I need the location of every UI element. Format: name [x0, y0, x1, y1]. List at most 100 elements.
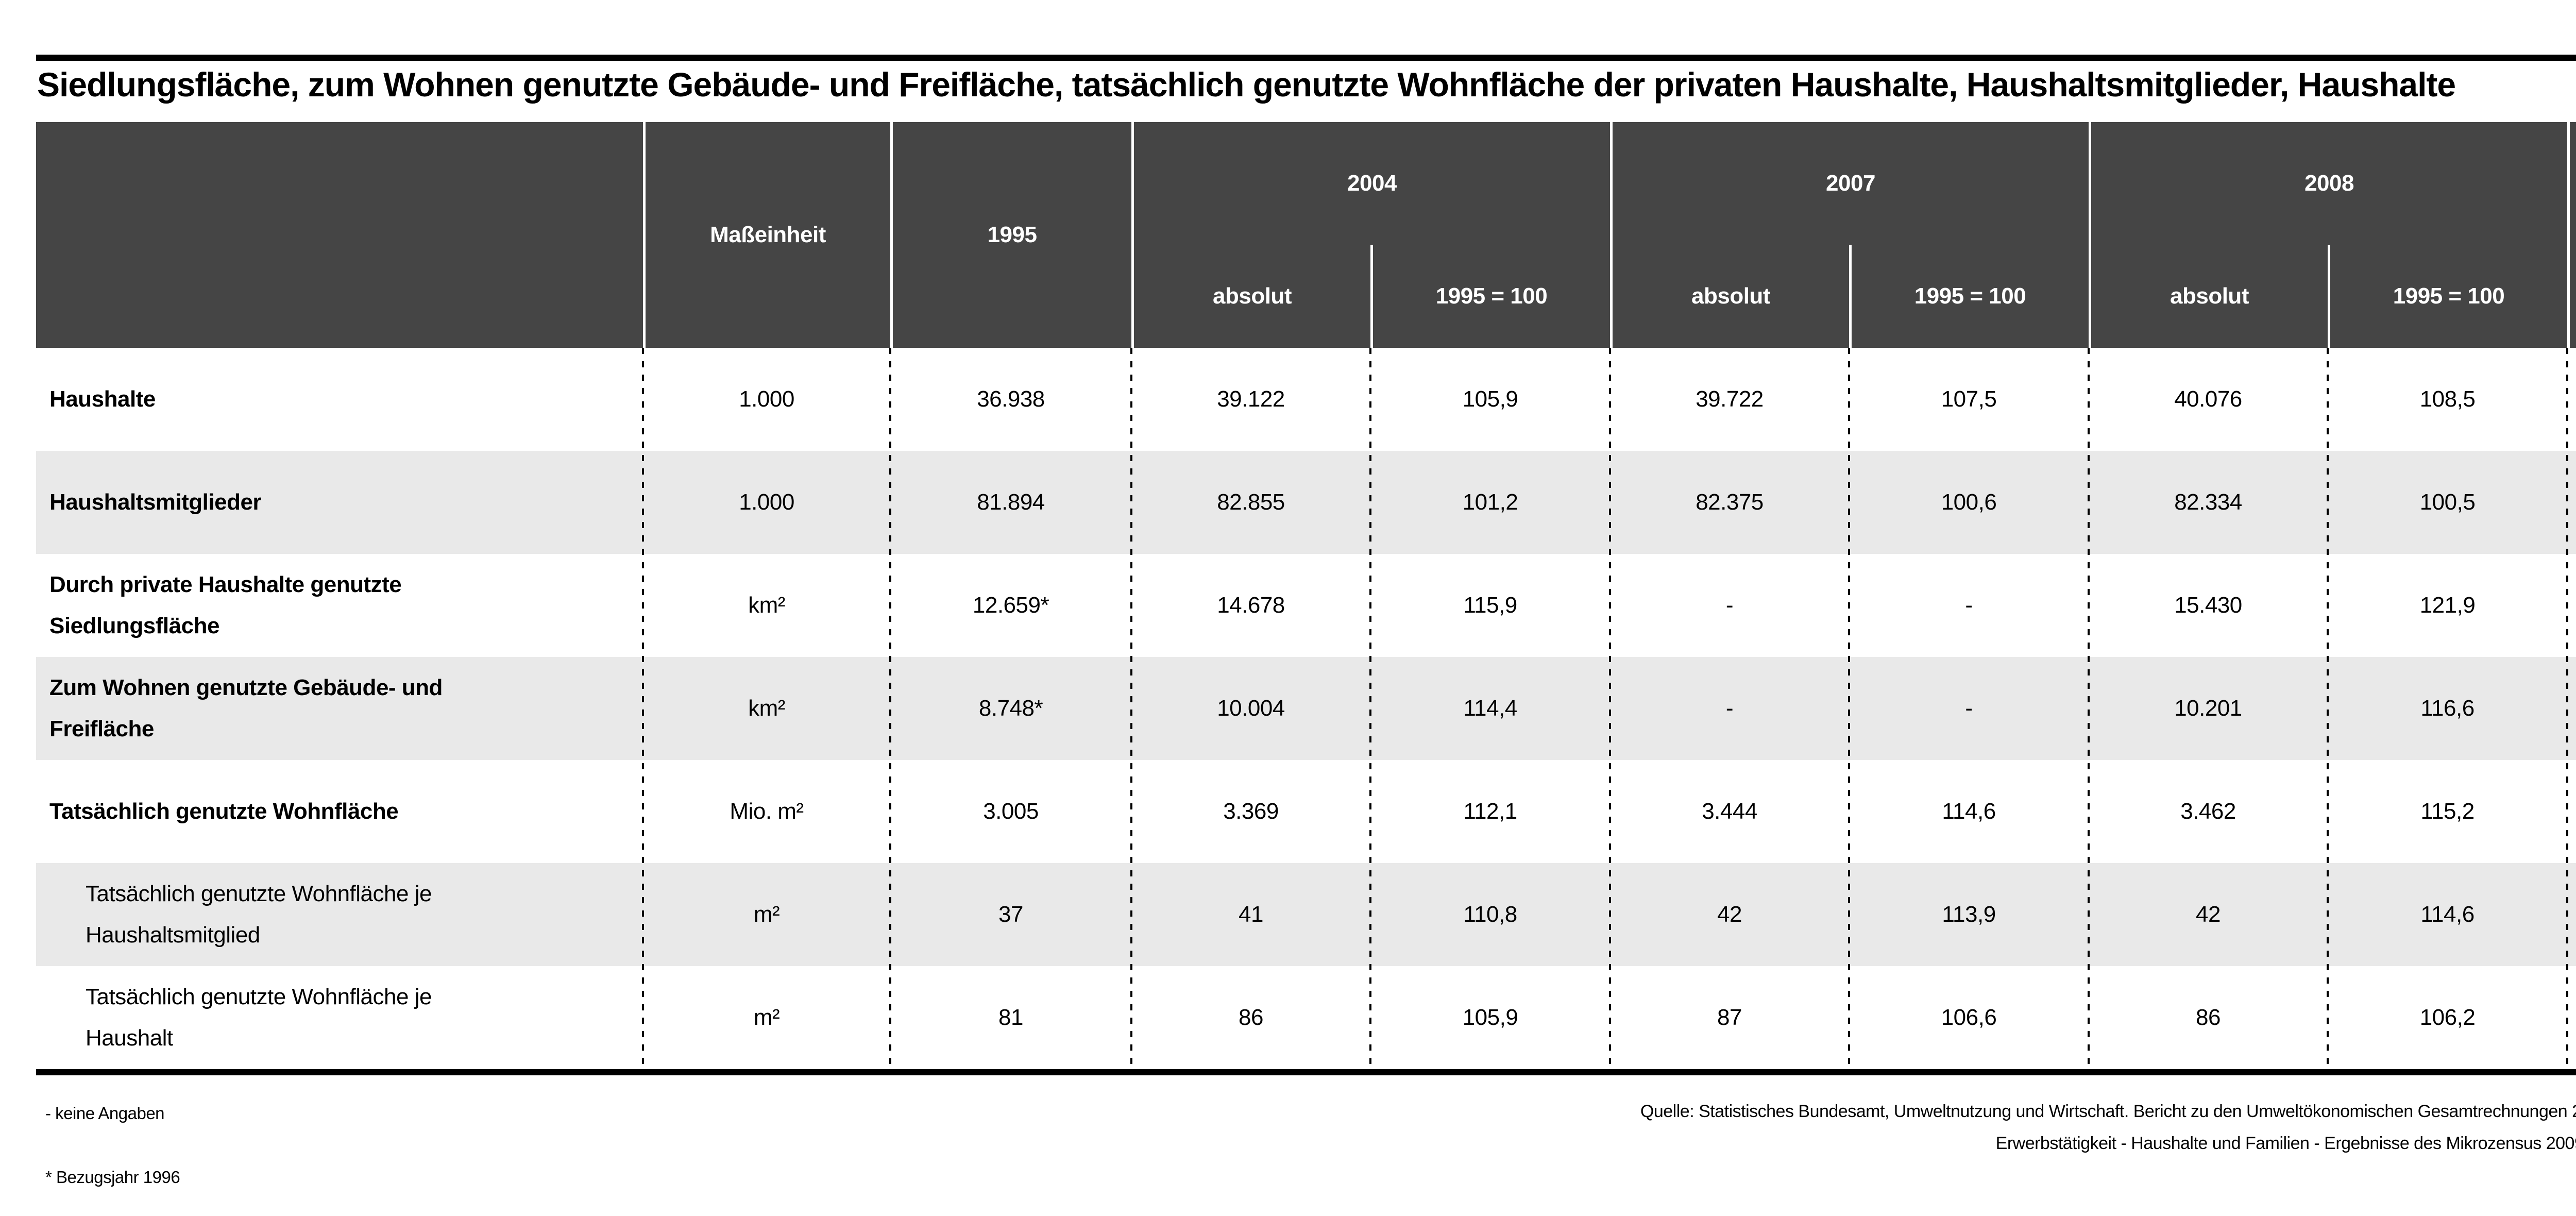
table-cell: m² — [753, 1005, 780, 1030]
table-cell: 3.369 — [1223, 799, 1279, 824]
source-line-1: Quelle: Statistisches Bundesamt, Umweltn… — [1640, 1102, 2576, 1121]
header-year-2009: 2009 — [2567, 122, 2576, 245]
table-row: Tatsächlich genutzte Wohnfläche je Hausha… — [36, 863, 2576, 966]
header-rowlabel-cell — [36, 122, 643, 348]
table-cell: - — [2567, 657, 2576, 760]
row-label: Haushalte — [36, 348, 643, 451]
table-cell: 115,2 — [2420, 799, 2475, 824]
table-body: Haushalte 1.000 36.938 39.122 105,9 39.722 107… — [36, 348, 2576, 1069]
row-label-line: Haushalte — [49, 386, 156, 412]
table-cell: 1.000 — [739, 386, 794, 412]
header-sub-absolut: absolut — [2089, 245, 2328, 348]
table-cell: 39.722 — [1696, 386, 1764, 412]
table-cell: 121,9 — [2419, 593, 2476, 618]
row-label-line: Haushaltsmitglieder — [49, 489, 262, 515]
table-cell: 114,4 — [1463, 696, 1517, 721]
table-cell: m² — [753, 902, 780, 927]
table-row: Haushalte 1.000 36.938 39.122 105,9 39.722 107… — [36, 348, 2576, 451]
footnote-base-year: * Bezugsjahr 1996 — [45, 1168, 180, 1187]
row-label: Zum Wohnen genutzte Gebäude- und Freifläc… — [36, 657, 643, 760]
table-cell: 3.462 — [2180, 799, 2236, 824]
row-label: Tatsächlich genutzte Wohnfläche je Hausha… — [36, 966, 643, 1069]
table-cell: - — [1965, 696, 1973, 721]
row-label: Haushaltsmitglieder — [36, 451, 643, 554]
table-cell: 115,9 — [1463, 593, 1517, 618]
row-label-line: Tatsächlich genutzte Wohnfläche je — [86, 881, 432, 906]
bottom-rule — [36, 1069, 2576, 1075]
header-sub-absolut: absolut — [1610, 245, 1849, 348]
row-label-line: Haushalt — [86, 1025, 173, 1051]
table-row: Durch private Haushalte genutzte Siedlung… — [36, 554, 2576, 657]
table-cell: 86 — [1239, 1005, 1263, 1030]
table-cell: 87 — [1717, 1005, 1742, 1030]
table-cell: 36.938 — [977, 386, 1045, 412]
source-line-2: Erwerbstätigkeit - Haushalte und Familie… — [1995, 1134, 2576, 1153]
row-label-line: Durch private Haushalte genutzte — [49, 572, 402, 597]
table-cell: 82.334 — [2174, 489, 2242, 515]
table-cell: 39.122 — [1217, 386, 1285, 412]
header-year-2008: 2008 — [2089, 122, 2567, 245]
table-cell: 82.375 — [1696, 489, 1764, 515]
table-cell: 105,9 — [1462, 386, 1518, 412]
table-cell: 114,6 — [2420, 902, 2475, 927]
row-label-line: Zum Wohnen genutzte Gebäude- und — [49, 675, 443, 700]
table-cell: 100,6 — [1941, 489, 1997, 515]
header-sub-absolut: absolut — [1131, 245, 1370, 348]
row-label-line: Tatsächlich genutzte Wohnfläche — [49, 799, 399, 824]
data-table: Maßeinheit 1995 2004 2007 2008 2009 abso… — [36, 122, 2576, 1075]
table-cell: - — [1725, 696, 1734, 721]
row-label-line: Haushaltsmitglied — [86, 922, 260, 948]
table-cell: - — [1965, 593, 1973, 618]
row-label: Tatsächlich genutzte Wohnfläche je Hausha… — [36, 863, 643, 966]
table-cell: 82.049 — [2567, 451, 2576, 554]
table-cell: 40.076 — [2174, 386, 2242, 412]
table-row: Zum Wohnen genutzte Gebäude- und Freifläc… — [36, 657, 2576, 760]
table-cell: 116,6 — [2420, 696, 2475, 721]
footnote-no-data: - keine Angaben — [45, 1104, 165, 1123]
table-cell: 3.444 — [1702, 799, 1757, 824]
table-header: Maßeinheit 1995 2004 2007 2008 2009 abso… — [36, 122, 2576, 348]
table-cell: - — [1725, 593, 1734, 618]
table-cell: 82.855 — [1217, 489, 1285, 515]
table-cell: km² — [748, 593, 785, 618]
table-cell: 81.894 — [977, 489, 1045, 515]
table-cell: 108,5 — [2419, 386, 2476, 412]
table-cell: 87 — [2567, 966, 2576, 1069]
table-cell: 101,2 — [1462, 489, 1518, 515]
table-cell: 12.659* — [972, 593, 1049, 618]
table-cell: 81 — [998, 1005, 1023, 1030]
table-cell: 42 — [2196, 902, 2221, 927]
table-cell: 42 — [2567, 863, 2576, 966]
table-cell: 3.479 — [2567, 760, 2576, 863]
source-note: Quelle: Statistisches Bundesamt, Umweltn… — [1640, 1095, 2576, 1159]
row-label: Durch private Haushalte genutzte Siedlung… — [36, 554, 643, 657]
table-cell: 86 — [2196, 1005, 2221, 1030]
row-label-line: Siedlungsfläche — [49, 613, 219, 638]
table-cell: 112,1 — [1463, 799, 1517, 824]
table-cell: 106,2 — [2419, 1005, 2476, 1030]
table-cell: 15.430 — [2174, 593, 2242, 618]
table-cell: Mio. m² — [730, 799, 804, 824]
row-label: Tatsächlich genutzte Wohnfläche — [36, 760, 643, 863]
row-label-line: Freifläche — [49, 716, 154, 741]
page-title: Siedlungsfläche, zum Wohnen genutzte Geb… — [37, 65, 2456, 104]
table-cell: 110,8 — [1463, 902, 1517, 927]
table-cell: 42 — [1717, 902, 1742, 927]
table-cell: 14.678 — [1217, 593, 1285, 618]
header-year-2004: 2004 — [1131, 122, 1610, 245]
table-cell: 105,9 — [1462, 1005, 1518, 1030]
header-sub-index: 1995 = 100 — [1370, 245, 1610, 348]
table-cell: 40.188 — [2567, 348, 2576, 451]
top-rule — [36, 55, 2576, 61]
table-cell: 3.005 — [983, 799, 1039, 824]
table-cell: 41 — [1239, 902, 1263, 927]
table-cell: 113,9 — [1942, 902, 1996, 927]
header-sub-absolut: absolut — [2567, 245, 2576, 348]
table-cell: 114,6 — [1942, 799, 1996, 824]
header-sub-index: 1995 = 100 — [2328, 245, 2567, 348]
table-row: Tatsächlich genutzte Wohnfläche je Hausha… — [36, 966, 2576, 1069]
table-row: Haushaltsmitglieder 1.000 81.894 82.855 101,… — [36, 451, 2576, 554]
header-unit-cell: Maßeinheit — [643, 122, 890, 348]
table-row: Tatsächlich genutzte Wohnfläche Mio. m² 3.… — [36, 760, 2576, 863]
